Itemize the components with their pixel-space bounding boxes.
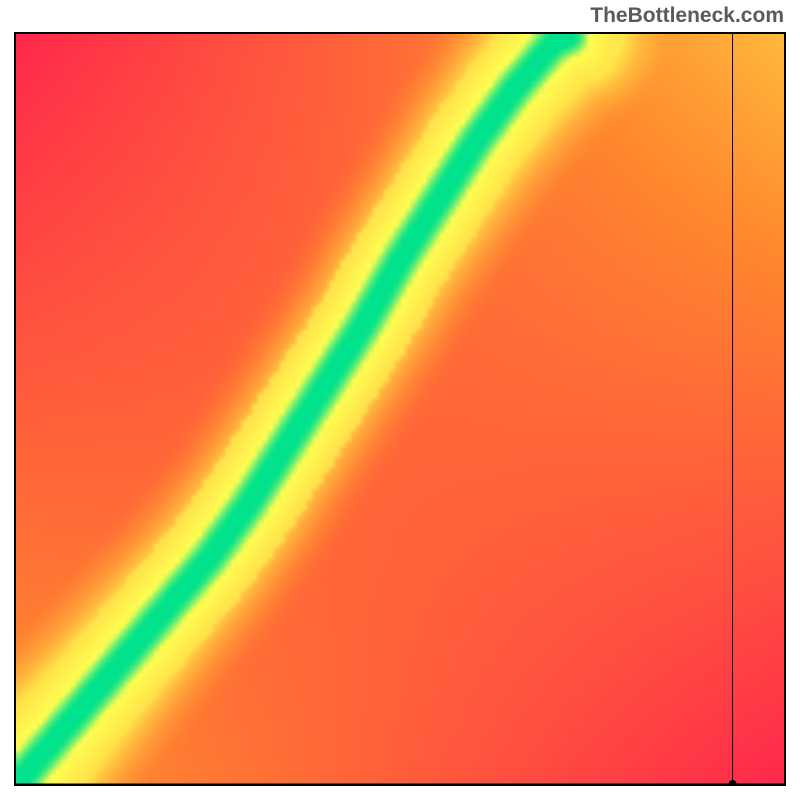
attribution-text: TheBottleneck.com xyxy=(590,4,784,28)
heatmap-chart xyxy=(14,32,786,786)
heatmap-canvas xyxy=(16,34,784,784)
